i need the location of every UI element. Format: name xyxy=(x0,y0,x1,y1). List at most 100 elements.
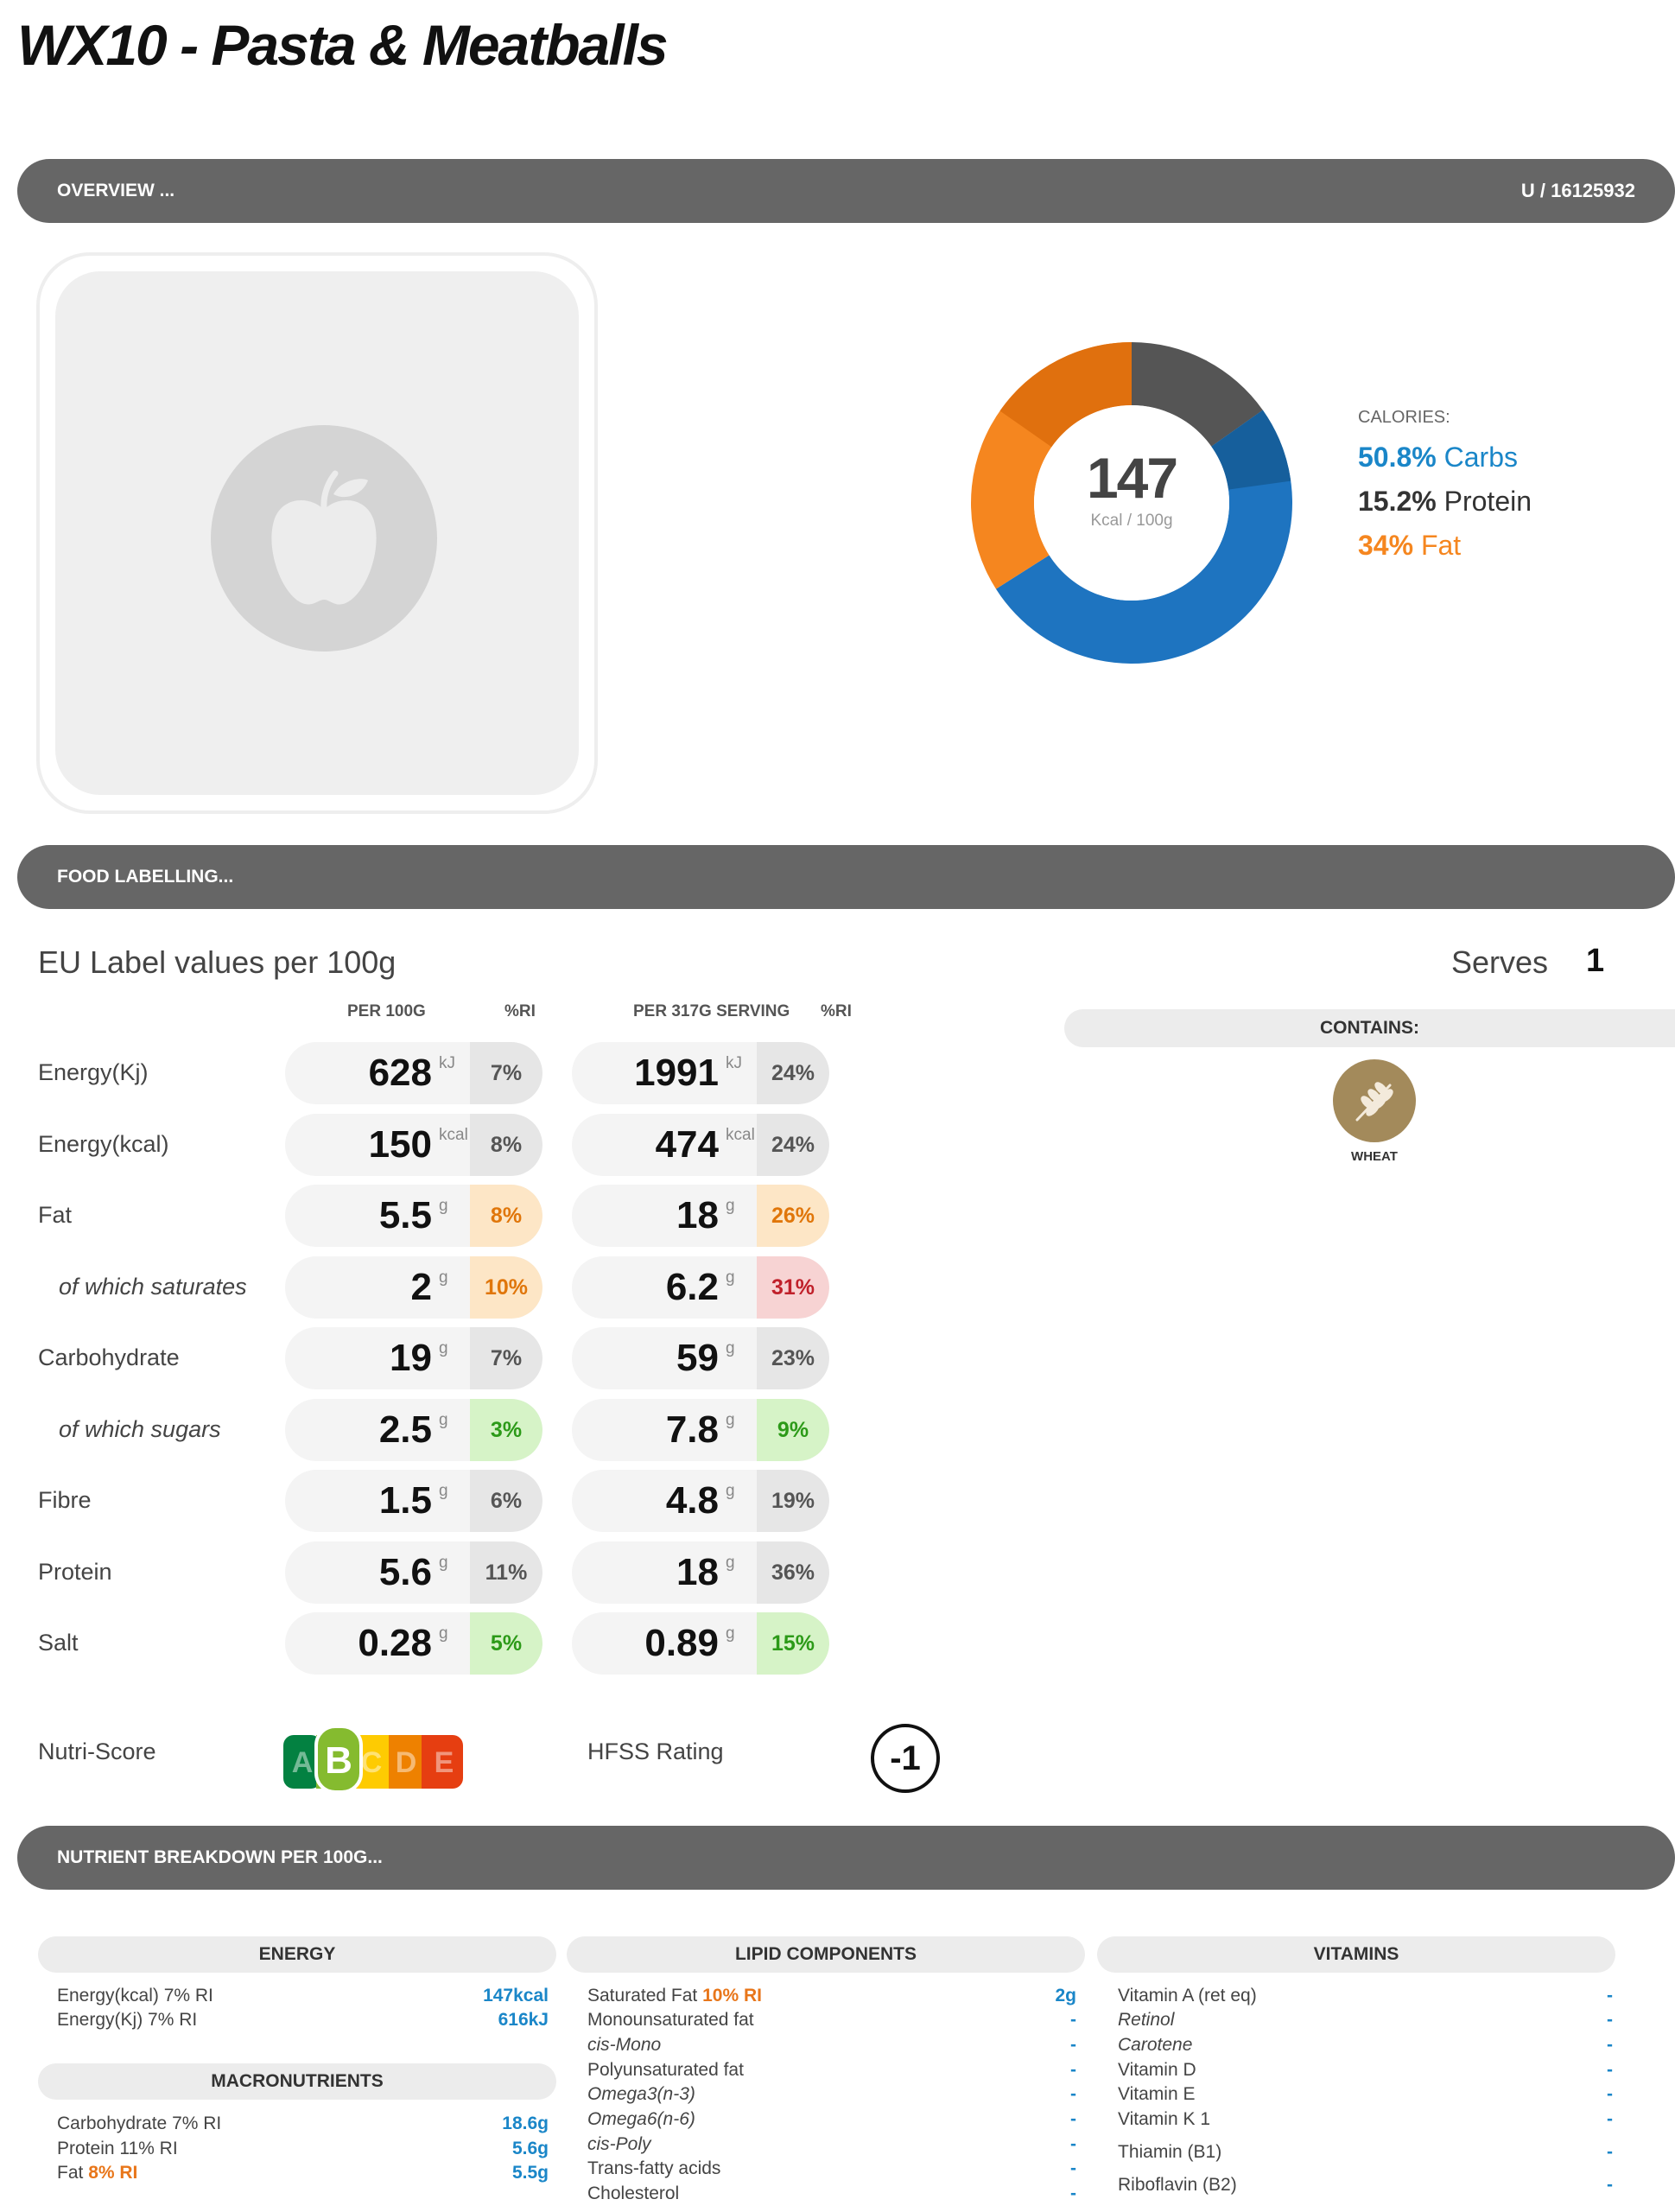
nutrient-unit: g xyxy=(726,1197,735,1215)
nutrient-ri: 23% xyxy=(757,1327,829,1389)
overview-header[interactable]: OVERVIEW ... U / 16125932 xyxy=(17,159,1675,223)
nutrient-value-pill-per100g: 2 g 10% xyxy=(285,1255,542,1319)
product-image-frame xyxy=(36,252,598,814)
nutrient-value-pill-per100g: 1.5 g 6% xyxy=(285,1470,542,1532)
nutrient-label: Salt xyxy=(38,1630,79,1656)
legend-protein: 15.2% Protein xyxy=(1358,486,1532,518)
nutrient-value-pill-per-serving: 0.89 g 15% xyxy=(572,1612,829,1675)
nutrient-breakdown-header[interactable]: NUTRIENT BREAKDOWN PER 100G... xyxy=(17,1826,1675,1890)
nutrient-label: Fibre xyxy=(38,1487,92,1513)
nutrient-label: Carbohydrate xyxy=(38,1344,180,1370)
nutrient-label: Energy(kcal) xyxy=(38,1130,169,1157)
nutrient-unit: kcal xyxy=(726,1125,755,1144)
nutrient-ri: 3% xyxy=(470,1398,542,1461)
nutrient-value: 5.5 xyxy=(378,1194,432,1236)
nutrient-unit: kcal xyxy=(439,1125,468,1144)
vitamin-value: - xyxy=(1607,2084,1613,2104)
energy-kcal-value: 147kcal xyxy=(483,1986,549,2005)
vitamin-value: - xyxy=(1607,1986,1613,2005)
nutrient-ri: 26% xyxy=(757,1185,829,1247)
nutrient-value: 6.2 xyxy=(665,1265,719,1308)
page-title: WX10 - Pasta & Meatballs xyxy=(17,13,669,77)
nutrient-value: 0.28 xyxy=(358,1622,432,1664)
vitamin-value: - xyxy=(1607,2142,1613,2162)
overview-header-label: OVERVIEW ... xyxy=(57,181,175,200)
apple-icon xyxy=(211,425,437,652)
lipid-section-header: LIPID COMPONENTS xyxy=(567,1936,1085,1973)
calories-legend: CALORIES: 50.8% Carbs 15.2% Protein 34% … xyxy=(1358,408,1532,574)
nutrient-ri: 8% xyxy=(470,1185,542,1247)
lipid-value: - xyxy=(1070,2084,1076,2104)
lipid-value: - xyxy=(1070,2183,1076,2203)
calories-value: 147 xyxy=(1086,446,1178,510)
food-labelling-label: FOOD LABELLING... xyxy=(57,867,234,887)
nutri-score-label: Nutri-Score xyxy=(38,1738,156,1764)
col-ri-100g: %RI xyxy=(504,1002,536,1020)
calories-title: CALORIES: xyxy=(1358,408,1450,427)
hfss-rating: -1 xyxy=(871,1724,940,1793)
contains-header: CONTAINS: xyxy=(1064,1009,1675,1047)
nutrient-value-pill-per100g: 19 g 7% xyxy=(285,1327,542,1389)
nutri-grade-d: D xyxy=(396,1746,417,1779)
allergen-label: WHEAT xyxy=(1351,1149,1398,1164)
nutrient-value: 1991 xyxy=(634,1052,719,1094)
vitamin-value: - xyxy=(1607,2060,1613,2080)
nutrient-unit: g xyxy=(726,1482,735,1500)
nutrient-breakdown-label: NUTRIENT BREAKDOWN PER 100G... xyxy=(57,1847,383,1867)
legend-protein-label: Protein xyxy=(1443,486,1532,517)
hfss-label: HFSS Rating xyxy=(587,1738,724,1764)
carbohydrate-value: 18.6g xyxy=(502,2113,549,2133)
lipid-label: Cholesterol xyxy=(587,2183,680,2203)
nutrient-label: of which saturates xyxy=(59,1273,247,1300)
lipid-value: - xyxy=(1070,2109,1076,2129)
nutrient-unit: g xyxy=(439,1553,448,1572)
legend-fat: 34% Fat xyxy=(1358,530,1532,562)
nutrient-unit: g xyxy=(726,1553,735,1572)
carbohydrate-label: Carbohydrate 7% RI xyxy=(57,2113,222,2133)
calories-center: 147 Kcal / 100g xyxy=(1002,449,1261,531)
donut-hole xyxy=(1034,405,1229,601)
vitamin-label: Vitamin E xyxy=(1118,2084,1196,2104)
nutrient-unit: g xyxy=(439,1624,448,1643)
legend-carbs: 50.8% Carbs xyxy=(1358,442,1532,474)
vitamin-label: Riboflavin (B2) xyxy=(1118,2175,1237,2195)
nutrient-value: 18 xyxy=(676,1194,719,1236)
lipid-label: cis-Mono xyxy=(587,2035,662,2055)
product-image-placeholder xyxy=(55,271,579,795)
nutrient-value: 59 xyxy=(676,1337,719,1379)
nutrient-label: of which sugars xyxy=(59,1415,221,1442)
nutrient-ri: 5% xyxy=(470,1612,542,1675)
lipid-value: - xyxy=(1070,2010,1076,2030)
serves-value[interactable]: 1 xyxy=(1586,943,1605,979)
food-labelling-header[interactable]: FOOD LABELLING... xyxy=(17,845,1675,909)
macronutrients-section-header: MACRONUTRIENTS xyxy=(38,2063,556,2100)
nutrient-unit: g xyxy=(439,1410,448,1429)
nutri-grade-c: C xyxy=(361,1746,383,1779)
legend-carbs-pct: 50.8% xyxy=(1358,442,1437,473)
saturated-fat-value: 2g xyxy=(1055,1986,1076,2005)
nutrient-label: Protein xyxy=(38,1558,112,1585)
vitamin-label: Carotene xyxy=(1118,2035,1193,2055)
nutrient-ri: 9% xyxy=(757,1398,829,1461)
nutrient-ri: 31% xyxy=(757,1255,829,1319)
nutrient-value-pill-per-serving: 7.8 g 9% xyxy=(572,1398,829,1461)
protein-label: Protein 11% RI xyxy=(57,2139,178,2158)
protein-value: 5.6g xyxy=(511,2139,549,2158)
vitamin-value: - xyxy=(1607,2035,1613,2055)
nutrient-ri: 6% xyxy=(470,1470,542,1532)
energy-section-header: ENERGY xyxy=(38,1936,556,1973)
lipid-label: cis-Poly xyxy=(587,2134,651,2154)
nutrient-value: 150 xyxy=(368,1122,432,1166)
wheat-icon xyxy=(1333,1059,1416,1142)
vitamin-label: Vitamin K 1 xyxy=(1118,2109,1210,2129)
nutrient-unit: g xyxy=(439,1339,448,1357)
donut-slice-fat-saturates xyxy=(999,342,1132,448)
nutrient-ri: 36% xyxy=(757,1541,829,1604)
saturated-fat-ri: 10% RI xyxy=(702,1986,762,2005)
nutrient-value-pill-per-serving: 6.2 g 31% xyxy=(572,1255,829,1319)
legend-fat-pct: 34% xyxy=(1358,530,1414,561)
legend-protein-pct: 15.2% xyxy=(1358,486,1437,517)
nutrient-value-pill-per-serving: 59 g 23% xyxy=(572,1327,829,1389)
vitamin-label: Vitamin D xyxy=(1118,2060,1196,2080)
lipid-label: Polyunsaturated fat xyxy=(587,2060,744,2080)
